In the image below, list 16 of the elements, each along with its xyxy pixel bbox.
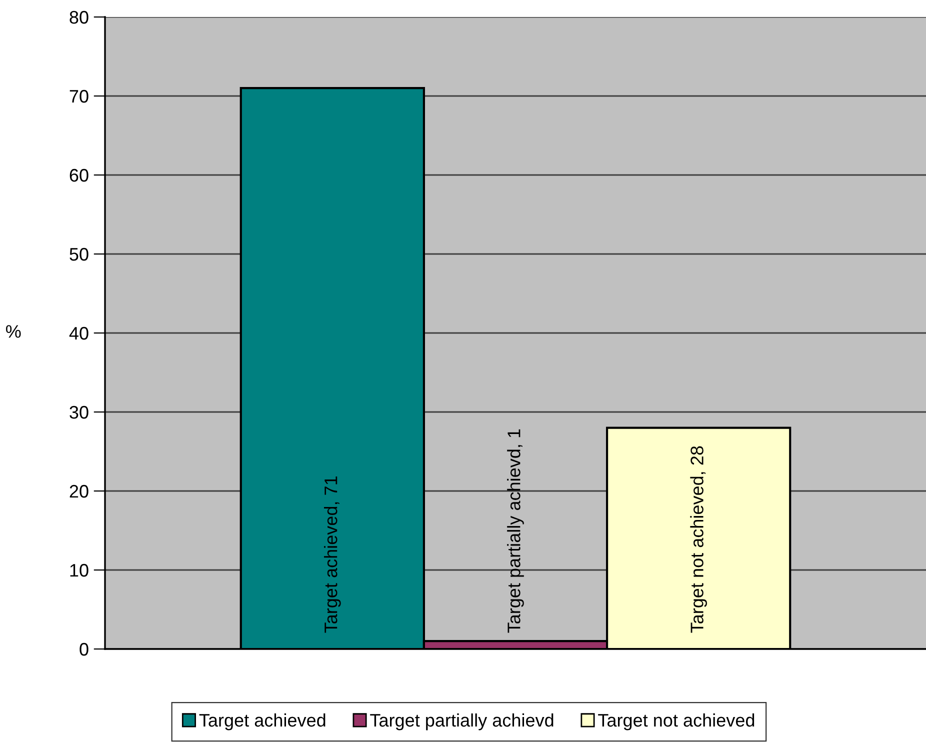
legend-label: Target not achieved [598, 713, 754, 730]
y-tick-label: 30 [70, 406, 88, 419]
legend-label: Target achieved [199, 713, 326, 730]
y-tick-label: 60 [70, 168, 88, 182]
y-tick-label: 20 [70, 484, 88, 498]
y-tick-label: 50 [70, 248, 88, 261]
y-tick-label: 10 [70, 564, 88, 577]
y-tick-label: 0 [80, 642, 88, 656]
data-label: Target partially achievd, 1 [507, 429, 524, 633]
data-label: Target achieved, 71 [324, 476, 341, 633]
y-tick-label: 70 [70, 90, 88, 103]
y-tick-label: 80 [70, 10, 88, 24]
data-label: Target not achieved, 28 [690, 446, 707, 633]
legend-label: Target partially achievd [370, 713, 554, 730]
y-axis-title: % [6, 325, 21, 338]
y-tick-label: 40 [69, 326, 88, 340]
